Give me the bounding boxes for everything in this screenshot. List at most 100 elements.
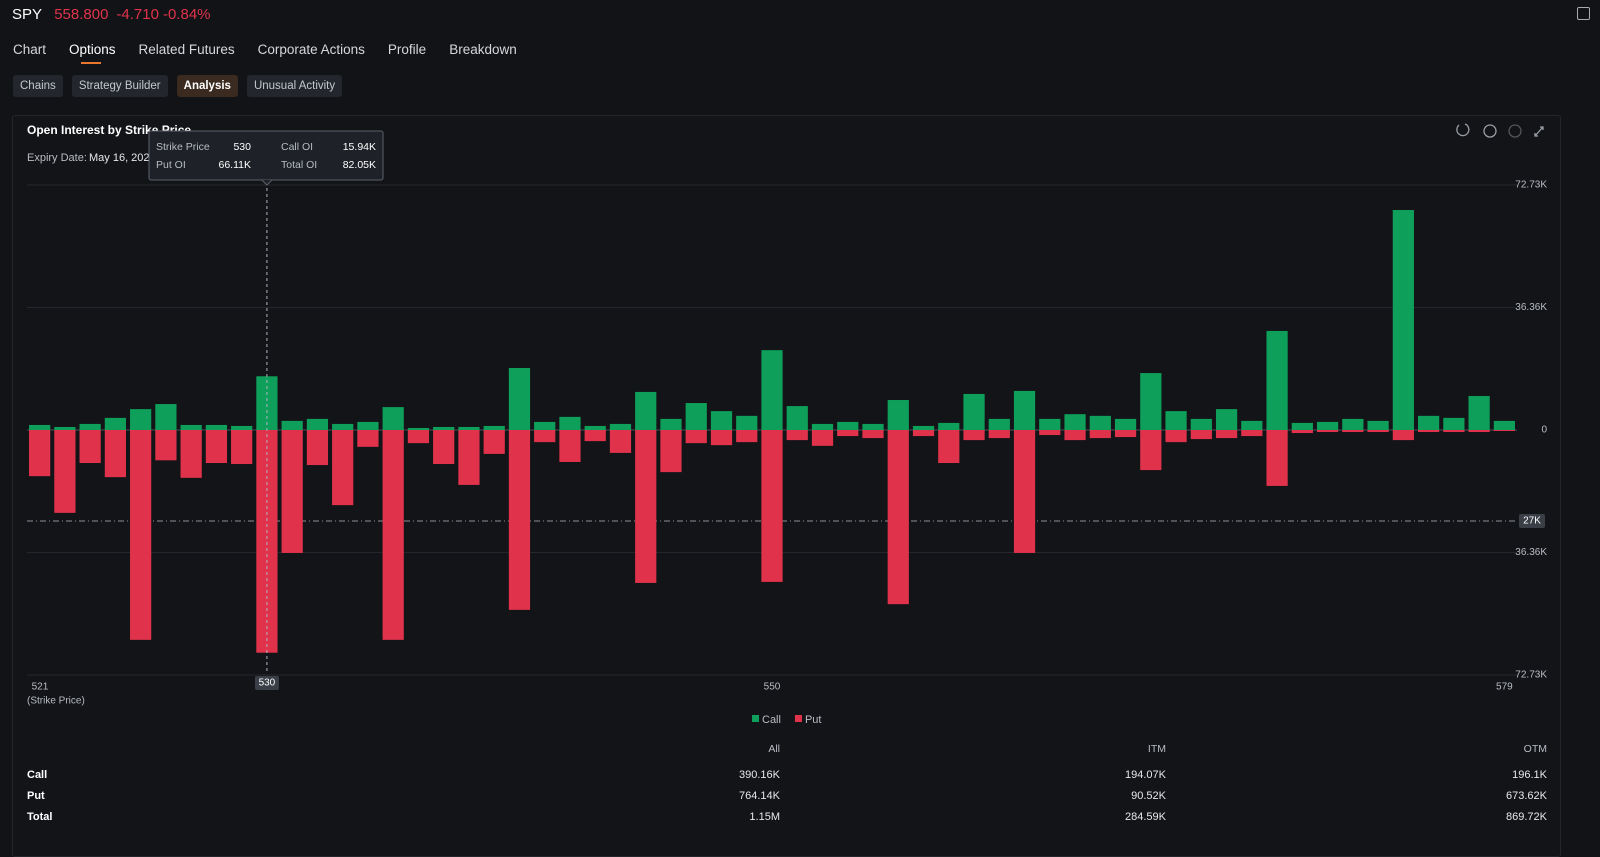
collapse-icon[interactable] xyxy=(1577,7,1590,20)
bar xyxy=(938,422,960,430)
bar xyxy=(104,417,126,430)
bar xyxy=(1215,430,1238,439)
bar xyxy=(306,430,329,466)
bar xyxy=(1089,415,1111,430)
tooltip-text: 82.05K xyxy=(343,159,376,171)
tooltip: Strike Price 530 Call OI 15.94K Put OI 66.11K… xyxy=(148,130,384,186)
bar xyxy=(912,425,935,430)
legend-swatch xyxy=(794,715,802,722)
expiry-label: Expiry Date: xyxy=(27,152,87,164)
bar xyxy=(407,427,430,430)
tab[interactable]: Chart xyxy=(13,42,47,57)
bar xyxy=(1165,411,1187,430)
change: -4.710 xyxy=(116,6,159,23)
change-pct: -0.84% xyxy=(162,6,211,23)
y-tick-label: 72.73K xyxy=(1515,180,1547,191)
bar xyxy=(685,430,707,444)
bar xyxy=(786,406,808,430)
bar xyxy=(1367,430,1389,433)
bar xyxy=(559,416,581,430)
x-axis-label: (Strike Price) xyxy=(27,696,85,707)
bar xyxy=(635,430,657,583)
zoom-in-icon[interactable] xyxy=(1508,124,1522,138)
bar xyxy=(357,430,379,447)
expiry: May 16, 2025 xyxy=(89,152,156,164)
reference-label-bg xyxy=(1519,513,1545,528)
cell: 196.1K xyxy=(1512,769,1547,781)
bar xyxy=(54,430,76,513)
row-label: Put xyxy=(27,790,45,802)
legend-label: Put xyxy=(805,714,822,726)
bar xyxy=(458,430,480,485)
subtab[interactable]: Strategy Builder xyxy=(71,75,168,97)
bar xyxy=(281,420,303,430)
bar xyxy=(1443,430,1465,433)
bar xyxy=(29,424,51,430)
cell: 390.16K xyxy=(739,769,780,781)
row-label: Call xyxy=(27,769,48,781)
cell: 673.62K xyxy=(1506,790,1547,802)
bar xyxy=(609,423,632,430)
bar xyxy=(1342,418,1364,430)
bar xyxy=(483,430,505,454)
bar xyxy=(1140,430,1162,471)
bar xyxy=(1064,430,1086,441)
subtab[interactable]: Analysis xyxy=(176,75,238,97)
tab[interactable]: Corporate Actions xyxy=(257,42,365,57)
tooltip-text: Call OI xyxy=(281,141,313,153)
bar xyxy=(862,430,884,439)
bar xyxy=(1493,420,1515,430)
bar xyxy=(736,415,758,430)
bar xyxy=(1266,330,1288,430)
tab[interactable]: Related Futures xyxy=(138,42,235,57)
bar xyxy=(609,430,632,453)
bar xyxy=(584,425,606,430)
bar xyxy=(180,424,202,430)
bar xyxy=(1241,420,1263,430)
bar xyxy=(963,430,985,441)
bar xyxy=(988,430,1010,439)
zoom-out-icon[interactable] xyxy=(1483,124,1497,138)
bar xyxy=(483,425,505,430)
bar xyxy=(332,423,354,430)
bar xyxy=(1291,422,1313,430)
tab-underline xyxy=(81,62,102,64)
bar xyxy=(1013,390,1036,430)
bar xyxy=(1039,430,1061,436)
tooltip-box xyxy=(148,130,384,181)
legend-label: Call xyxy=(762,714,781,726)
tooltip-text: Put OI xyxy=(156,159,186,171)
crosshair-label-bg xyxy=(254,676,279,690)
tab[interactable]: Options xyxy=(69,42,116,57)
bar xyxy=(761,350,783,430)
bar xyxy=(685,403,707,430)
bar xyxy=(29,430,51,477)
bar xyxy=(382,430,404,640)
bar xyxy=(205,424,228,430)
tooltip-text: 15.94K xyxy=(343,141,376,153)
subtab[interactable]: Chains xyxy=(13,75,63,97)
bar xyxy=(811,423,834,430)
bar xyxy=(534,430,556,443)
bar xyxy=(332,430,354,506)
bar xyxy=(1190,418,1212,430)
tab[interactable]: Breakdown xyxy=(449,42,517,57)
subtab[interactable]: Unusual Activity xyxy=(246,75,343,97)
column-header: ITM xyxy=(1147,743,1166,755)
bar xyxy=(1468,430,1490,433)
bar xyxy=(534,421,556,430)
tooltip-text: 530 xyxy=(233,141,251,153)
expand-icon[interactable] xyxy=(1534,126,1544,137)
bar xyxy=(887,430,909,605)
x-tick-label: 579 xyxy=(1496,682,1513,693)
bar xyxy=(786,430,808,441)
reset-icon[interactable] xyxy=(1456,123,1470,137)
bar xyxy=(508,368,531,430)
bar xyxy=(1064,414,1086,430)
bar xyxy=(1215,409,1238,430)
bar xyxy=(79,423,101,430)
tab[interactable]: Profile xyxy=(387,42,427,57)
bar xyxy=(1316,421,1339,430)
tooltip-text: Strike Price xyxy=(156,141,210,153)
